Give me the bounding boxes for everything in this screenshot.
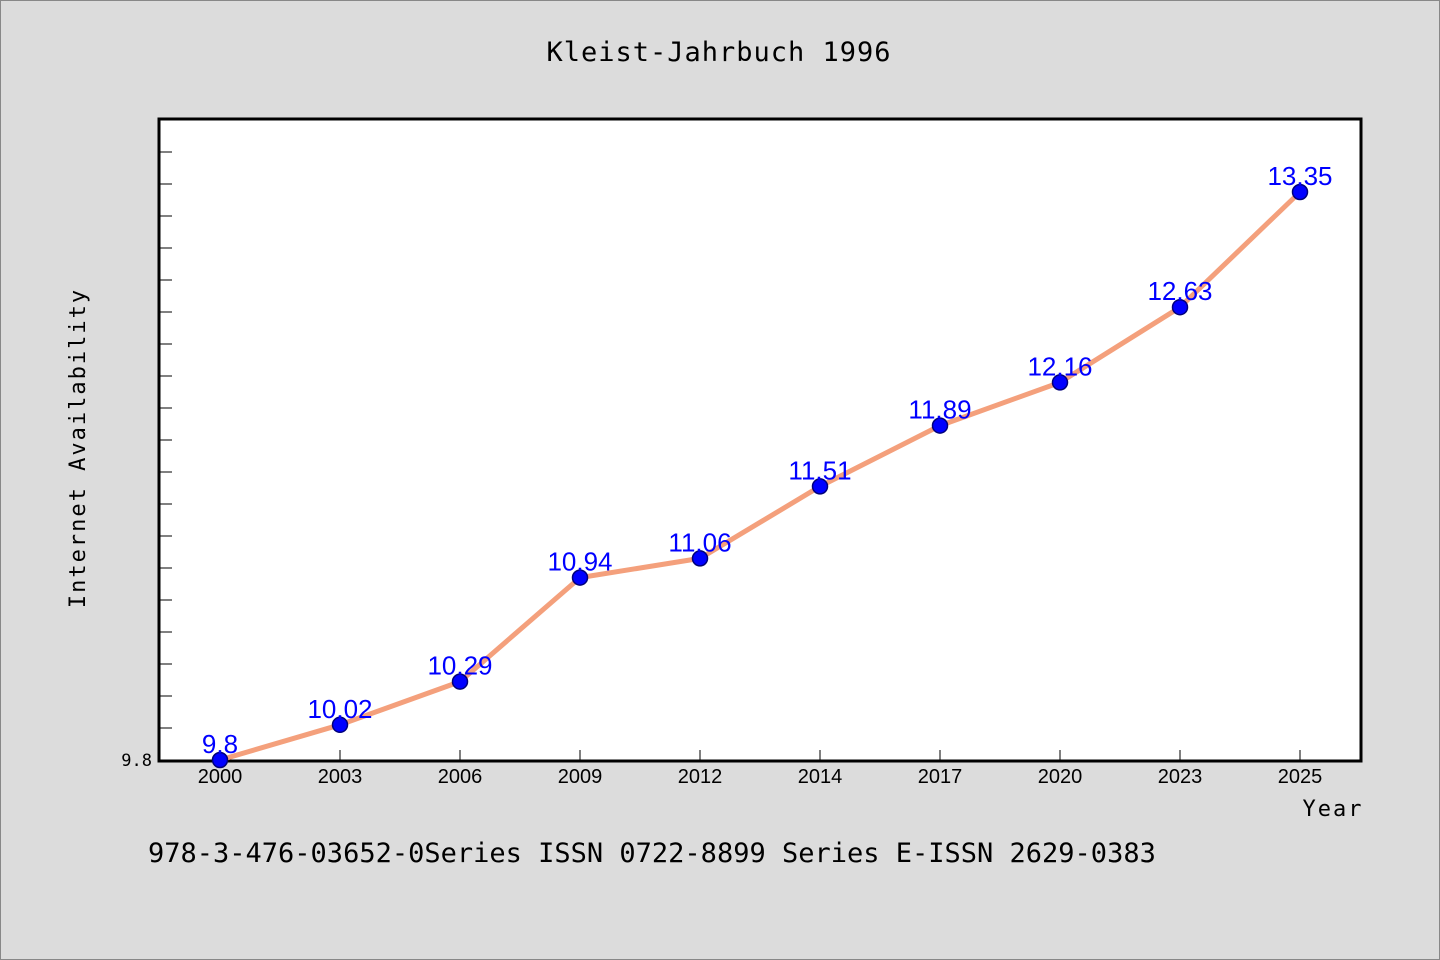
data-point [931, 417, 949, 434]
x-tick-label: 2006 [438, 766, 483, 788]
data-point [1051, 374, 1069, 391]
x-tick-label: 2023 [1158, 766, 1203, 788]
y-tick-label: 9.8 [121, 751, 152, 771]
y-axis-label: Internet Availability [66, 288, 91, 608]
data-label: 10.29 [427, 651, 492, 681]
x-tick-label: 2017 [918, 766, 963, 788]
data-label: 11.89 [908, 395, 971, 425]
x-tick-label: 2003 [318, 766, 363, 788]
data-labels: 9.8 10.02 10.29 10.94 11.06 11.51 11.89 12.16 12… [202, 161, 1333, 759]
data-point [211, 751, 229, 769]
data-label: 10.94 [547, 547, 612, 577]
data-label: 10.02 [307, 694, 372, 724]
x-tick-label: 2020 [1038, 766, 1083, 788]
x-axis-label: Year [1303, 797, 1364, 822]
series-markers [211, 183, 1309, 769]
data-point [1291, 183, 1309, 201]
data-point [691, 550, 709, 567]
footer-text: 978-3-476-03652-0Series ISSN 0722-8899 S… [148, 838, 1156, 869]
x-tick-label: 2009 [558, 766, 603, 788]
plot-area [157, 117, 1363, 763]
data-point [1171, 298, 1189, 316]
data-point [331, 716, 349, 734]
chart-title: Kleist-Jahrbuch 1996 [546, 37, 891, 68]
y-axis-ticks [160, 151, 172, 729]
x-tick-label: 2025 [1278, 766, 1323, 788]
x-tick-label: 2000 [198, 766, 243, 788]
x-tick-label: 2014 [798, 766, 843, 788]
data-label: 12.16 [1027, 351, 1092, 381]
data-label: 11.06 [668, 527, 731, 557]
x-axis-ticks: 2000 2003 2006 2009 2012 2014 2017 2020 2023 2025 [198, 750, 1323, 788]
data-label: 11.51 [788, 455, 851, 485]
data-point [571, 569, 589, 586]
x-tick-label: 2012 [678, 766, 723, 788]
series-line [219, 190, 1302, 763]
data-point [811, 478, 829, 495]
data-label: 13.35 [1267, 161, 1332, 191]
data-point [451, 673, 469, 690]
data-label: 12.63 [1147, 276, 1212, 306]
data-label: 9.8 [202, 729, 238, 759]
